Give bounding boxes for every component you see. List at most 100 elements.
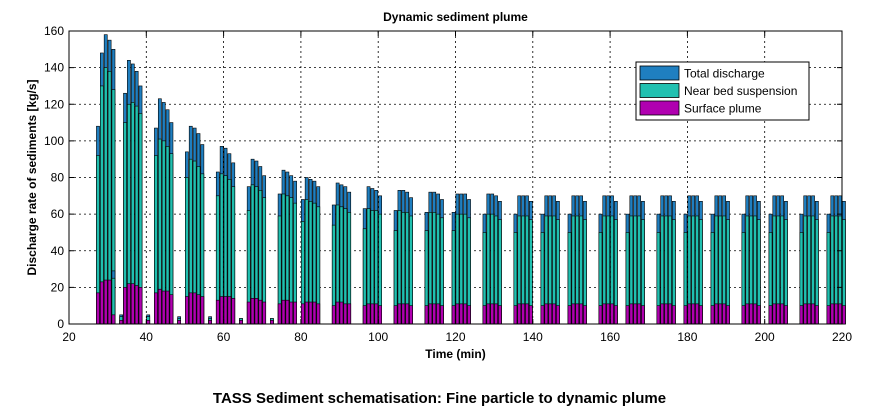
bar-group xyxy=(300,177,321,325)
surface-plume-bar xyxy=(637,303,641,325)
surface-plume-bar xyxy=(177,320,181,325)
surface-plume-bar xyxy=(440,305,444,325)
surface-plume-bar xyxy=(579,303,583,325)
y-tick-label: 100 xyxy=(44,134,64,148)
surface-plume-bar xyxy=(401,303,406,325)
legend: Total discharge Near bed suspension Surfac… xyxy=(635,61,810,121)
x-tick-label: 100 xyxy=(368,330,388,344)
surface-plume-bar xyxy=(192,292,197,325)
surface-plume-bar xyxy=(200,296,205,325)
x-tick-label: 120 xyxy=(445,330,465,344)
bar-group xyxy=(451,193,471,325)
x-tick-label: 200 xyxy=(755,330,775,344)
surface-plume-bar xyxy=(185,296,189,325)
surface-plume-bar xyxy=(300,303,305,325)
surface-plume-bar xyxy=(799,305,804,325)
surface-plume-bar xyxy=(722,303,726,325)
surface-plume-bar xyxy=(776,303,781,325)
bar-group xyxy=(154,98,174,325)
surface-plume-bar xyxy=(529,305,533,325)
legend-swatch-near-bed-suspension xyxy=(639,83,680,98)
surface-plume-bar xyxy=(157,288,162,325)
figure-caption: TASS Sediment schematisation: Fine parti… xyxy=(212,390,667,407)
y-axis-label: Discharge rate of sediments [kg/s] xyxy=(25,79,39,275)
surface-plume-bar xyxy=(366,303,371,325)
surface-plume-bar xyxy=(552,303,556,325)
surface-plume-bar xyxy=(699,305,703,325)
legend-label: Near bed suspension xyxy=(684,84,797,98)
surface-plume-bar xyxy=(138,287,143,325)
bar-group xyxy=(625,195,645,325)
surface-plume-bar xyxy=(111,314,116,325)
bar-group xyxy=(598,195,618,325)
surface-plume-bar xyxy=(610,303,614,325)
surface-plume-bar xyxy=(130,283,135,325)
surface-plume-bar xyxy=(625,305,630,325)
surface-plume-bar xyxy=(285,299,290,325)
legend-swatch-surface-plume xyxy=(639,100,680,116)
surface-plume-bar xyxy=(304,301,309,325)
surface-plume-bar xyxy=(598,305,603,325)
surface-plume-bar xyxy=(428,303,433,325)
surface-plume-bar xyxy=(571,303,576,325)
surface-plume-bar xyxy=(494,303,498,325)
surface-plume-bar xyxy=(134,285,139,325)
bar-group xyxy=(540,195,560,325)
surface-plume-bar xyxy=(455,303,460,325)
surface-plume-bar xyxy=(811,303,815,325)
bar-group xyxy=(656,195,676,325)
surface-plume-bar xyxy=(154,292,158,325)
surface-plume-bar xyxy=(834,303,839,325)
surface-plume-bar xyxy=(250,298,255,325)
surface-plume-bar xyxy=(262,301,267,325)
surface-plume-bar xyxy=(490,303,495,325)
surface-plume-bar xyxy=(277,303,282,325)
surface-plume-bar xyxy=(575,303,580,325)
surface-plume-bar xyxy=(107,279,112,325)
legend-label: Surface plume xyxy=(684,102,762,116)
surface-plume-bar xyxy=(196,294,201,325)
surface-plume-bar xyxy=(544,303,549,325)
surface-plume-bar xyxy=(803,303,808,325)
surface-plume-bar xyxy=(146,320,151,325)
surface-plume-bar xyxy=(486,303,491,325)
x-tick-label: 40 xyxy=(140,330,154,344)
surface-plume-bar xyxy=(641,305,645,325)
surface-plume-bar xyxy=(335,301,340,325)
surface-plume-bar xyxy=(714,303,719,325)
surface-plume-bar xyxy=(772,303,777,325)
surface-plume-bar xyxy=(602,303,607,325)
x-tick-label: 80 xyxy=(294,330,308,344)
bar-group xyxy=(123,59,143,325)
surface-plume-bar xyxy=(436,303,440,325)
x-tick-label: 220 xyxy=(832,330,852,344)
surface-plume-bar xyxy=(409,305,413,325)
y-tick-label: 120 xyxy=(44,97,64,111)
surface-plume-bar xyxy=(208,320,212,325)
y-tick-label: 20 xyxy=(51,280,65,294)
surface-plume-bar xyxy=(169,294,174,325)
chart-title: Dynamic sediment plume xyxy=(383,10,528,24)
surface-plume-bar xyxy=(316,303,321,325)
x-tick-label: 180 xyxy=(677,330,697,344)
surface-plume-bar xyxy=(281,299,286,325)
surface-plume-bar xyxy=(215,299,220,325)
bar-group xyxy=(683,195,703,325)
surface-plume-bar xyxy=(842,305,846,325)
bar-group xyxy=(799,195,819,325)
bar-group xyxy=(215,146,236,325)
surface-plume-bar xyxy=(687,303,692,325)
surface-plume-bar xyxy=(397,303,402,325)
surface-plume-bar xyxy=(513,305,518,325)
surface-plume-bar xyxy=(749,303,754,325)
surface-plume-bar xyxy=(258,299,263,325)
x-tick-label: 160 xyxy=(600,330,620,344)
x-tick-label: 20 xyxy=(62,330,76,344)
bar-group xyxy=(96,34,116,325)
x-axis-label: Time (min) xyxy=(425,347,485,361)
surface-plume-bar xyxy=(695,303,699,325)
surface-plume-bar xyxy=(838,303,842,325)
surface-plume-bar xyxy=(691,303,696,325)
bar-group xyxy=(710,195,730,325)
surface-plume-bar xyxy=(656,305,661,325)
